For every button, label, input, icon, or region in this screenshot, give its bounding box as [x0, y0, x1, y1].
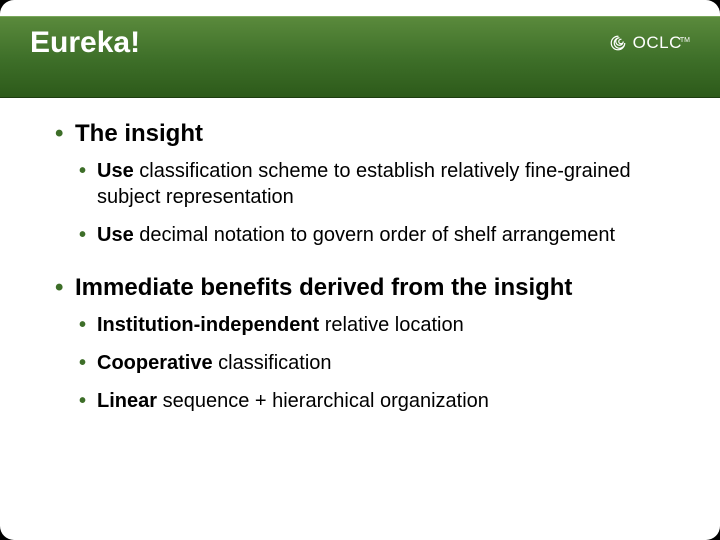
bullet-bold: Use — [97, 160, 134, 182]
bullet-2-2: Cooperative classification — [55, 350, 680, 376]
bullet-rest: relative location — [319, 314, 464, 336]
logo: OCLCTM — [609, 33, 690, 53]
logo-text: OCLCTM — [633, 33, 690, 53]
logo-tm: TM — [680, 37, 690, 44]
bullet-bold: Cooperative — [97, 352, 213, 374]
bullet-1-2: Use decimal notation to govern order of … — [55, 222, 680, 248]
oclc-spiral-icon — [609, 34, 627, 52]
slide-title: Eureka! — [30, 26, 140, 60]
heading-1: The insight — [55, 120, 680, 148]
bullet-bold: Institution-independent — [97, 314, 319, 336]
bullet-rest: decimal notation to govern order of shel… — [134, 224, 615, 246]
bullet-rest: sequence + hierarchical organization — [157, 390, 489, 412]
bullet-rest: classification scheme to establish relat… — [97, 160, 631, 208]
bullet-rest: classification — [213, 352, 332, 374]
heading-2: Immediate benefits derived from the insi… — [55, 274, 680, 302]
spacer — [55, 260, 680, 274]
logo-label: OCLC — [633, 33, 682, 52]
bullet-2-1: Institution-independent relative locatio… — [55, 312, 680, 338]
header-bar: Eureka! OCLCTM — [0, 16, 720, 98]
bullet-bold: Linear — [97, 390, 157, 412]
bullet-1-1: Use classification scheme to establish r… — [55, 158, 680, 210]
content-area: The insight Use classification scheme to… — [55, 120, 680, 426]
bullet-2-3: Linear sequence + hierarchical organizat… — [55, 388, 680, 414]
bullet-bold: Use — [97, 224, 134, 246]
slide: Eureka! OCLCTM The insight Use classific… — [0, 0, 720, 540]
